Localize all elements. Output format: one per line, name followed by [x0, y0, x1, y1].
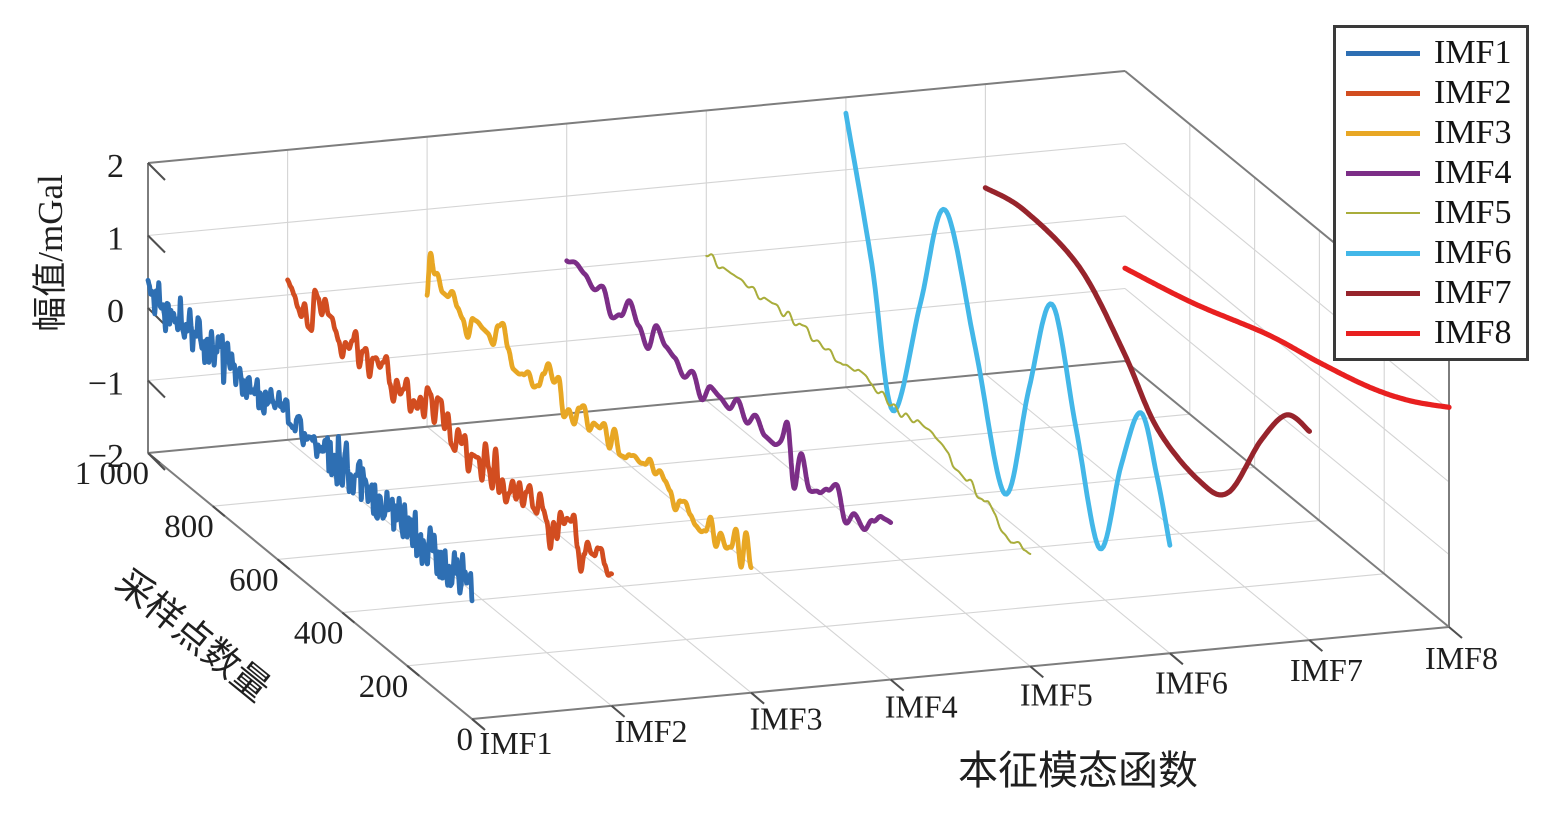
- legend-entry-IMF2: IMF2: [1336, 73, 1526, 113]
- legend-line-icon-IMF5: [1346, 212, 1420, 214]
- grid-floor-y: [407, 573, 1385, 667]
- x-tick-label: IMF5: [1020, 676, 1093, 712]
- legend-label-IMF5: IMF5: [1434, 194, 1512, 231]
- x-tick-label: IMF6: [1155, 664, 1228, 700]
- box-edge: [147, 70, 1126, 164]
- legend-line-icon-IMF2: [1346, 90, 1420, 96]
- legend-line-icon-IMF3: [1346, 130, 1420, 136]
- z-axis-title: 幅值/mGal: [31, 174, 70, 332]
- x-tick-label: IMF2: [615, 713, 688, 749]
- legend-entry-IMF7: IMF7: [1336, 273, 1526, 313]
- legend-entry-IMF6: IMF6: [1336, 233, 1526, 273]
- grid-floor-y: [342, 520, 1320, 614]
- x-tick-mark: [1169, 652, 1184, 666]
- x-tick-label: IMF3: [750, 701, 823, 737]
- grid-floor-x: [985, 373, 1310, 641]
- legend-entry-IMF4: IMF4: [1336, 153, 1526, 193]
- y-tick-label: 400: [294, 616, 344, 652]
- grid-rightwall-z: [1124, 143, 1450, 410]
- box-edge: [1124, 360, 1450, 628]
- z-tick-mark: [147, 162, 166, 181]
- x-tick-mark: [610, 705, 626, 718]
- x-tick-mark: [471, 718, 486, 731]
- grid-backwall-z: [147, 142, 1126, 237]
- x-tick-mark: [1448, 626, 1463, 639]
- legend-label-IMF7: IMF7: [1434, 274, 1512, 311]
- tick-labels: 2 1 0 −1 −2 0 200 400 600 800 1 000 IMF1 IMF2 IMF3 IMF…: [75, 148, 1498, 761]
- z-tick-mark: [147, 234, 166, 254]
- series-IMF6: [843, 110, 1173, 552]
- series-IMF2: [285, 277, 614, 578]
- legend-label-IMF8: IMF8: [1434, 314, 1512, 351]
- y-tick-label: 200: [359, 669, 409, 705]
- x-tick-label: IMF1: [480, 725, 553, 761]
- series-IMF7: [982, 185, 1312, 498]
- box-edge: [471, 626, 1450, 720]
- series-IMF4: [564, 258, 894, 532]
- grid-floor-x: [705, 399, 1031, 667]
- legend-label-IMF3: IMF3: [1434, 114, 1512, 151]
- y-tick-mark: [406, 665, 420, 677]
- legend-line-icon-IMF7: [1346, 290, 1420, 296]
- z-tick-label: 2: [107, 148, 124, 185]
- legend-label-IMF2: IMF2: [1434, 74, 1512, 111]
- y-tick-label: 0: [457, 722, 474, 758]
- grid-floor-x: [426, 426, 752, 694]
- y-tick-label: 600: [229, 562, 279, 598]
- grid-rightwall-z: [1124, 215, 1450, 483]
- z-tick-label: −1: [88, 366, 124, 403]
- y-tick-label: 1 000: [75, 456, 149, 492]
- series-IMF1: [145, 277, 475, 604]
- legend-entry-IMF8: IMF8: [1336, 313, 1526, 353]
- z-tick-mark: [147, 307, 166, 326]
- series-lines: [145, 110, 1452, 604]
- legend: IMF1 IMF2 IMF3 IMF4 IMF5 IMF6 IMF7 IMF8: [1333, 25, 1529, 361]
- x-tick-label: IMF7: [1290, 652, 1363, 688]
- z-tick-label: −2: [88, 438, 124, 475]
- x-tick-mark: [750, 691, 765, 705]
- x-tick-mark: [1308, 639, 1324, 652]
- legend-entry-IMF5: IMF5: [1336, 193, 1526, 233]
- legend-line-icon-IMF8: [1346, 330, 1420, 336]
- x-axis-title: 本征模态函数: [958, 748, 1198, 793]
- x-tick-mark: [890, 678, 905, 692]
- legend-line-icon-IMF6: [1346, 250, 1420, 256]
- series-IMF3: [424, 250, 754, 570]
- axis-ticks: [147, 162, 1463, 731]
- grid-floor-y: [277, 466, 1255, 560]
- y-tick-mark: [147, 452, 161, 464]
- z-tick-label: 0: [107, 293, 124, 330]
- y-tick-mark: [212, 505, 226, 517]
- grid-lines: [147, 70, 1450, 707]
- legend-label-IMF4: IMF4: [1434, 154, 1512, 191]
- series-IMF8: [1122, 265, 1452, 410]
- z-tick-mark: [147, 379, 166, 399]
- legend-entry-IMF1: IMF1: [1336, 33, 1526, 73]
- legend-line-icon-IMF4: [1346, 170, 1420, 176]
- legend-label-IMF6: IMF6: [1434, 234, 1512, 271]
- x-tick-label: IMF8: [1425, 640, 1498, 676]
- y-tick-mark: [341, 611, 356, 624]
- y-tick-label: 800: [164, 509, 214, 545]
- x-tick-mark: [1029, 665, 1044, 679]
- box-edge: [147, 452, 473, 720]
- y-tick-mark: [276, 558, 291, 571]
- legend-line-icon-IMF1: [1346, 50, 1420, 56]
- legend-label-IMF1: IMF1: [1434, 34, 1512, 71]
- generated-plot-content: 2 1 0 −1 −2 0 200 400 600 800 1 000 IMF1 IMF2 IMF3 IMF…: [75, 70, 1498, 761]
- grid-rightwall-z: [1124, 288, 1450, 555]
- z-tick-label: 1: [107, 221, 124, 258]
- x-tick-label: IMF4: [885, 689, 958, 725]
- grid-backwall-z: [147, 215, 1126, 309]
- series-IMF5: [705, 253, 1032, 555]
- legend-entry-IMF3: IMF3: [1336, 113, 1526, 153]
- grid-floor-x: [845, 386, 1171, 654]
- grid-backwall-z: [147, 287, 1126, 382]
